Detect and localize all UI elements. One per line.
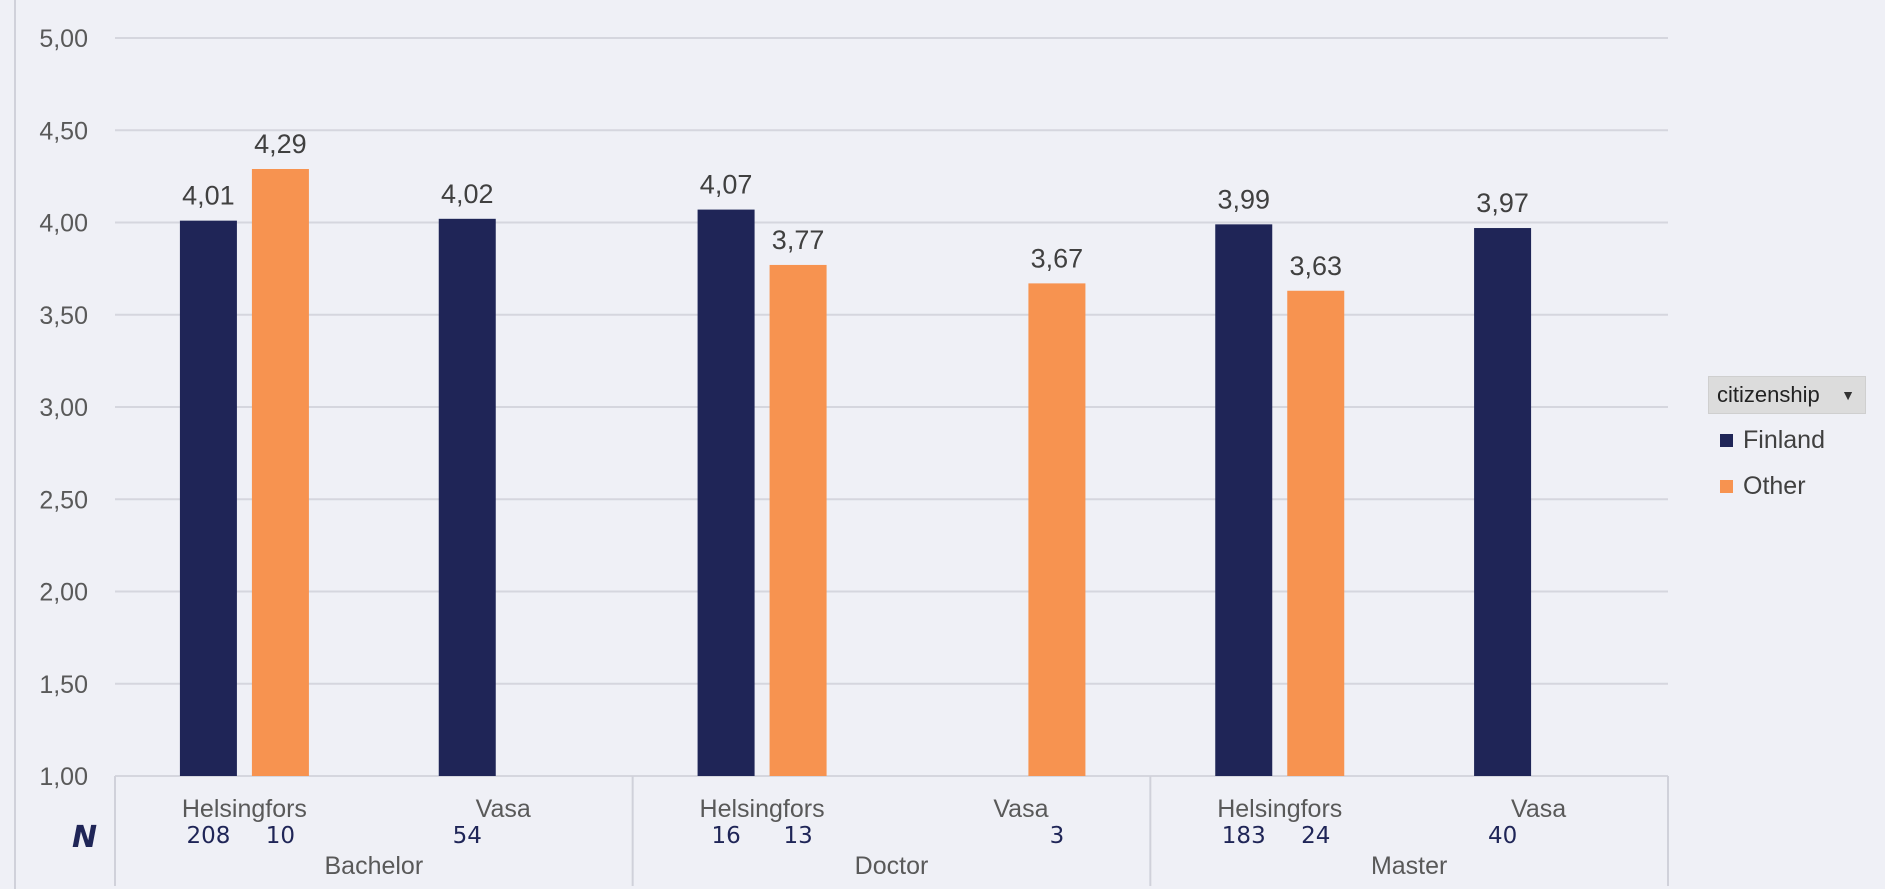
bar-finland xyxy=(697,209,755,776)
data-label: 4,01 xyxy=(182,181,235,211)
bar-finland xyxy=(438,218,496,776)
y-tick-label: 4,00 xyxy=(39,210,88,238)
n-count-label: 16 xyxy=(711,823,740,849)
group-label: Master xyxy=(1371,852,1447,880)
n-count-label: 208 xyxy=(186,823,230,849)
n-count-label: 40 xyxy=(1488,823,1517,849)
legend-label-other: Other xyxy=(1743,471,1806,500)
y-tick-label: 4,50 xyxy=(39,117,88,145)
y-tick-label: 1,50 xyxy=(39,671,88,699)
data-label: 3,67 xyxy=(1031,243,1084,273)
n-marker-label: N xyxy=(72,820,97,855)
y-tick-label: 2,50 xyxy=(39,486,88,514)
legend: citizenship ▼ Finland Other xyxy=(1708,376,1866,506)
n-count-label: 13 xyxy=(783,823,812,849)
legend-item-finland: Finland xyxy=(1708,420,1866,460)
group-label: Bachelor xyxy=(324,852,423,880)
legend-swatch-other xyxy=(1720,479,1733,493)
bar-finland xyxy=(179,220,237,776)
legend-swatch-finland xyxy=(1720,433,1733,447)
category-label: Helsingfors xyxy=(700,795,825,823)
n-count-label: 10 xyxy=(266,823,295,849)
y-tick-label: 3,00 xyxy=(39,394,88,422)
data-label: 3,99 xyxy=(1217,184,1270,214)
data-label: 4,07 xyxy=(700,170,753,200)
filter-label: citizenship xyxy=(1717,382,1820,407)
n-count-label: 54 xyxy=(453,823,482,849)
n-count-label: 24 xyxy=(1301,823,1330,849)
bar-finland xyxy=(1474,228,1532,776)
bar-other xyxy=(1028,283,1086,776)
dropdown-arrow-icon[interactable]: ▼ xyxy=(1841,387,1855,403)
data-label: 4,02 xyxy=(441,179,494,209)
legend-item-other: Other xyxy=(1708,466,1866,506)
data-label: 3,77 xyxy=(772,225,825,255)
n-count-label: 3 xyxy=(1050,823,1065,849)
y-tick-label: 1,00 xyxy=(39,763,88,791)
legend-label-finland: Finland xyxy=(1743,425,1825,454)
bar-finland xyxy=(1215,224,1273,777)
data-label: 3,63 xyxy=(1289,251,1342,281)
y-tick-label: 5,00 xyxy=(39,25,88,53)
group-label: Doctor xyxy=(855,852,929,880)
category-label: Vasa xyxy=(993,795,1048,823)
citizenship-filter-button[interactable]: citizenship ▼ xyxy=(1708,376,1866,414)
data-label: 4,29 xyxy=(254,129,307,159)
category-label: Helsingfors xyxy=(1217,795,1342,823)
bar-other xyxy=(251,168,309,776)
category-label: Helsingfors xyxy=(182,795,307,823)
y-tick-label: 3,50 xyxy=(39,302,88,330)
y-tick-label: 2,00 xyxy=(39,579,88,607)
category-label: Vasa xyxy=(1511,795,1566,823)
category-label: Vasa xyxy=(476,795,531,823)
data-label: 3,97 xyxy=(1476,188,1529,218)
bar-other xyxy=(769,264,827,776)
n-count-label: 183 xyxy=(1222,823,1266,849)
bar-other xyxy=(1287,290,1345,776)
